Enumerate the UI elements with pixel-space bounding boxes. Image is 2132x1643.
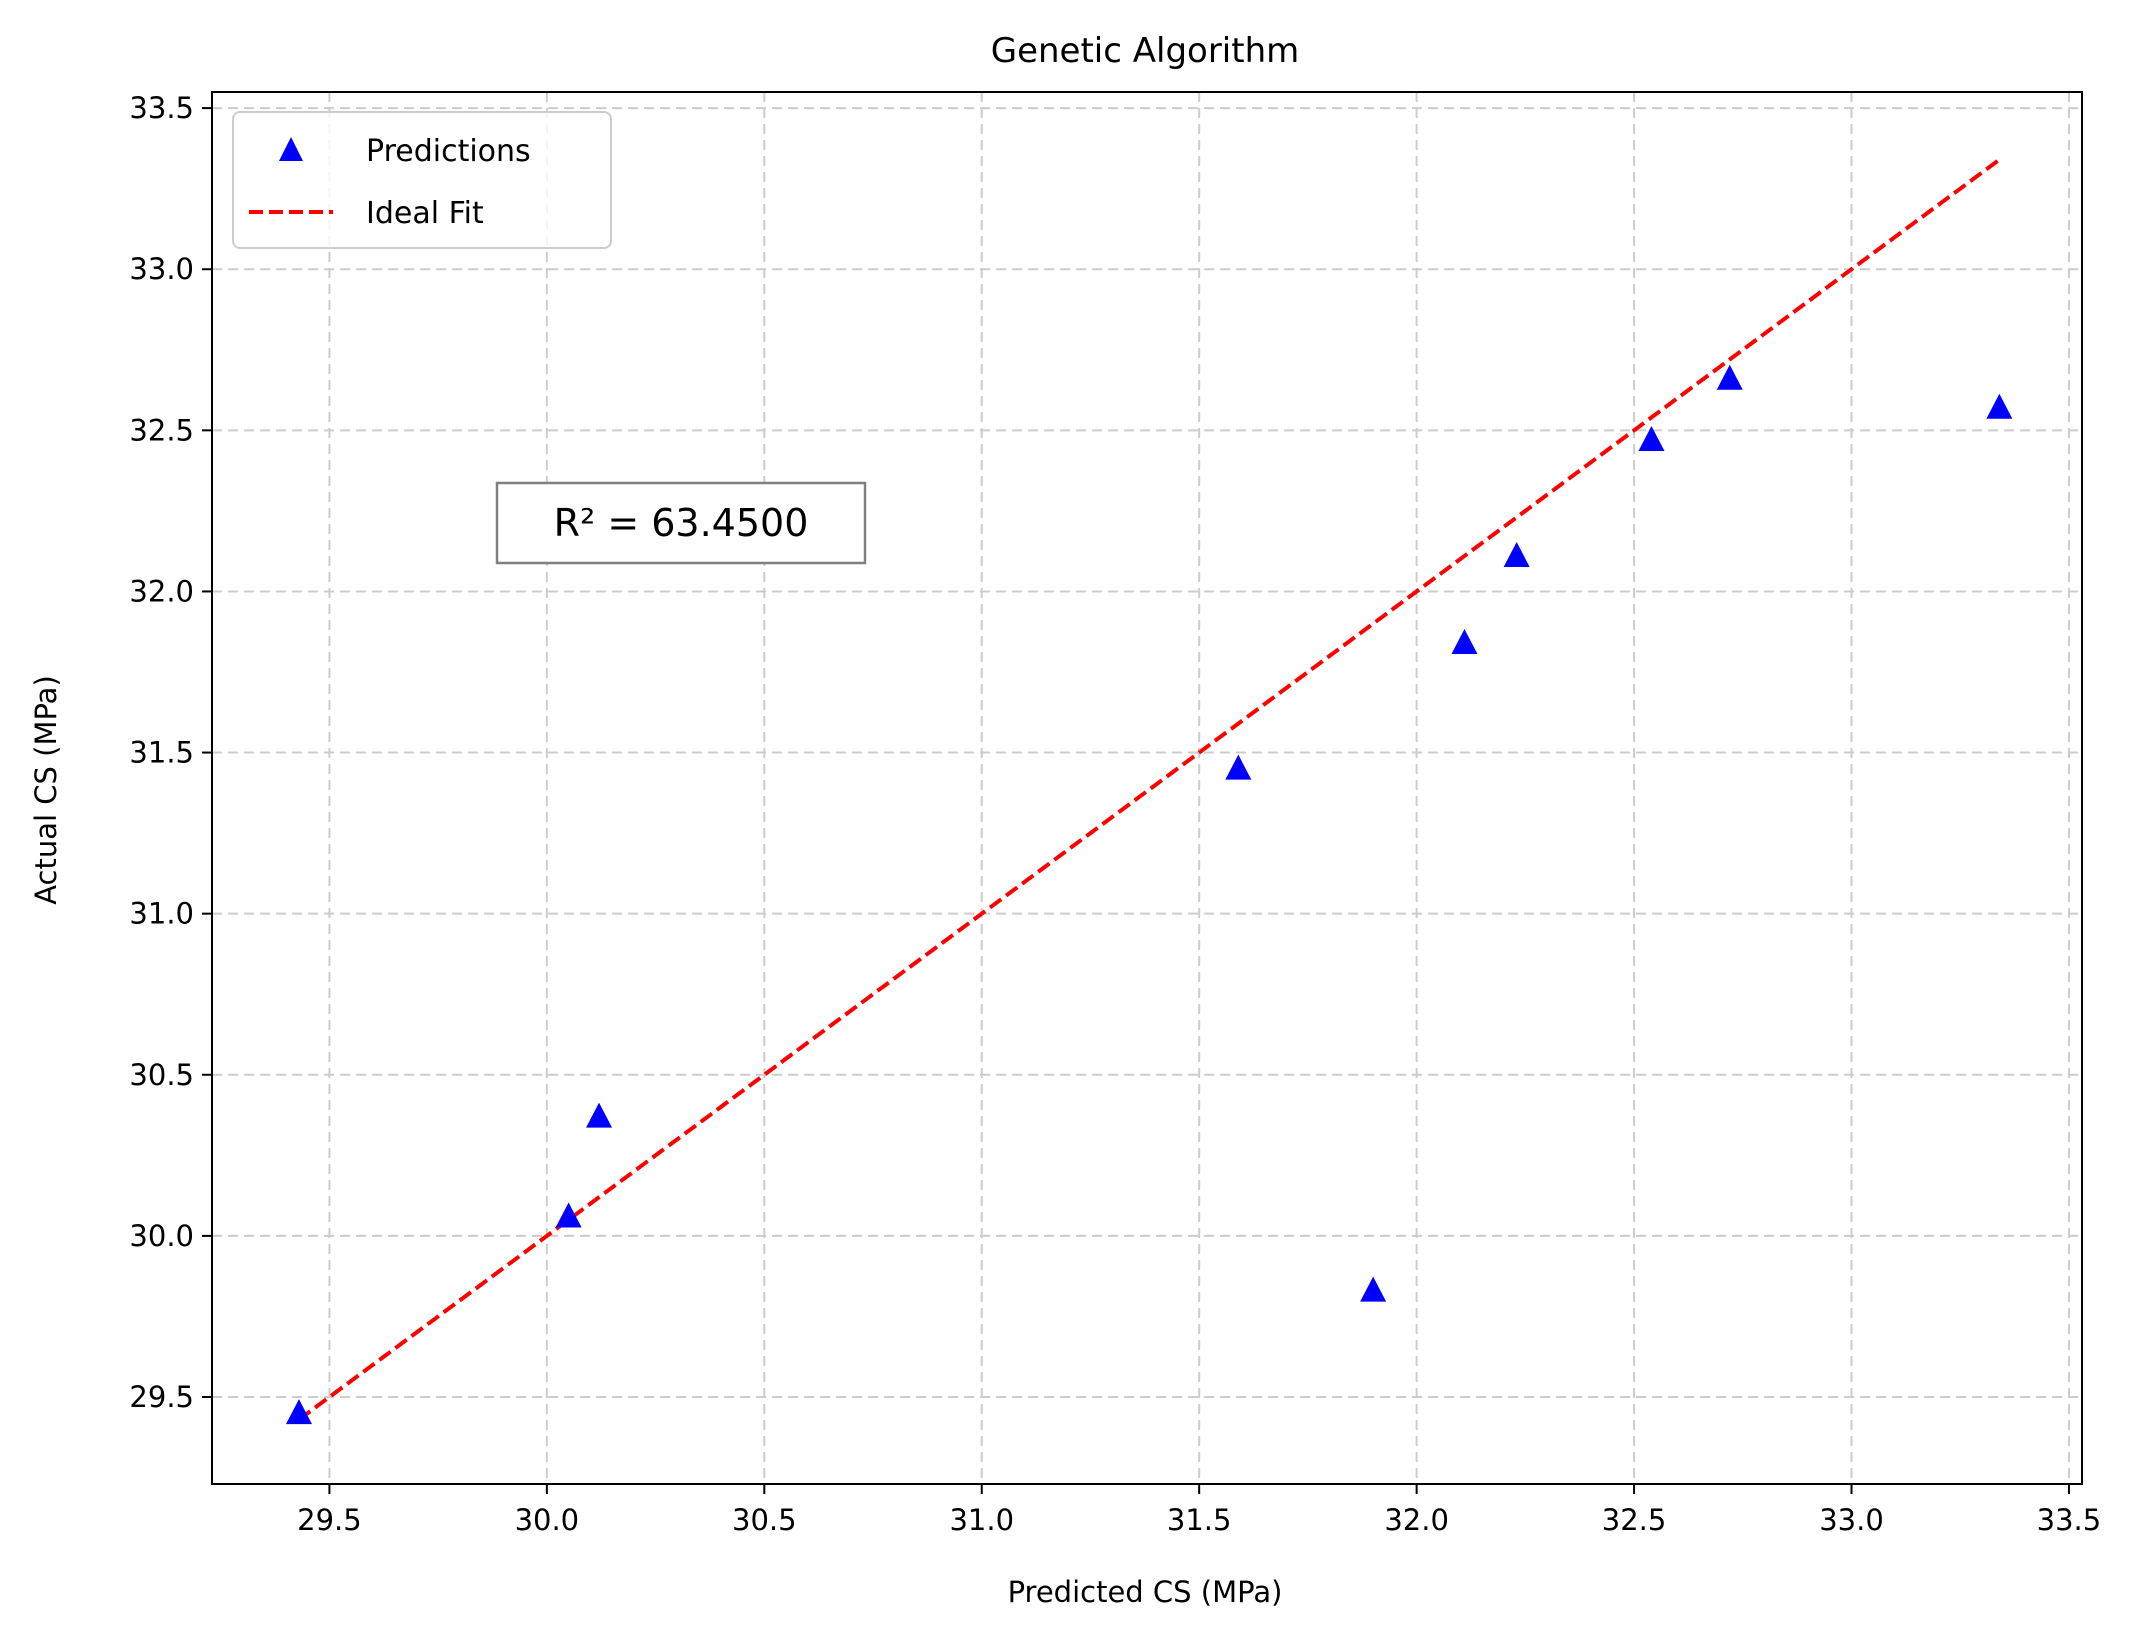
prediction-point <box>555 1202 582 1228</box>
prediction-point <box>1451 629 1478 654</box>
ideal-fit-line <box>297 158 2001 1422</box>
grid <box>212 92 2082 1484</box>
prediction-point <box>285 1399 312 1425</box>
x-tick-label: 32.0 <box>1384 1503 1449 1537</box>
prediction-point <box>1716 364 1743 390</box>
y-tick-label: 31.5 <box>129 736 194 770</box>
chart-title: Genetic Algorithm <box>991 31 1300 71</box>
legend: Predictions Ideal Fit <box>232 111 612 249</box>
x-tick-label: 33.0 <box>1819 1503 1884 1537</box>
x-tick-label: 30.5 <box>732 1503 797 1537</box>
prediction-point <box>1638 426 1665 451</box>
r-squared-text: R² = 63.4500 <box>554 501 809 545</box>
r-squared-annotation: R² = 63.4500 <box>495 481 867 565</box>
legend-predictions-label: Predictions <box>366 134 531 169</box>
prediction-point <box>1986 393 2013 419</box>
y-tick-label: 29.5 <box>129 1380 194 1414</box>
x-tick-label: 31.0 <box>949 1503 1014 1537</box>
prediction-point <box>1225 754 1252 780</box>
x-tick-label: 32.5 <box>1602 1503 1667 1537</box>
x-tick-label: 30.0 <box>515 1503 580 1537</box>
y-tick-label: 30.0 <box>129 1219 194 1253</box>
legend-ideal-fit-label: Ideal Fit <box>366 196 484 231</box>
legend-predictions-marker <box>279 137 303 161</box>
predictions-layer <box>285 364 2013 1425</box>
y-tick-label: 30.5 <box>129 1058 194 1092</box>
y-tick-label: 32.5 <box>129 413 194 447</box>
y-tick-label: 31.0 <box>129 897 194 931</box>
prediction-point <box>1360 1276 1387 1302</box>
legend-box <box>232 111 612 249</box>
x-axis-ticks: 29.5 30.0 30.5 31.0 31.5 32.0 32.5 33.0 33.5 <box>297 1484 2101 1537</box>
y-tick-label: 32.0 <box>129 574 194 608</box>
x-tick-label: 31.5 <box>1167 1503 1232 1537</box>
ideal-fit-layer <box>297 158 2001 1422</box>
y-tick-label: 33.5 <box>129 91 194 125</box>
annotation-box <box>495 481 867 565</box>
plot-area-frame <box>211 91 2083 1485</box>
y-axis-ticks: 29.5 30.0 30.5 31.0 31.5 32.0 32.5 33.0 33.5 <box>129 91 212 1414</box>
x-tick-label: 29.5 <box>297 1503 362 1537</box>
prediction-point <box>1503 542 1530 567</box>
y-tick-label: 33.0 <box>129 252 194 286</box>
prediction-point <box>586 1102 613 1128</box>
x-axis-label: Predicted CS (MPa) <box>1008 1575 1283 1609</box>
y-axis-label: Actual CS (MPa) <box>29 675 63 905</box>
x-tick-label: 33.5 <box>2037 1503 2102 1537</box>
